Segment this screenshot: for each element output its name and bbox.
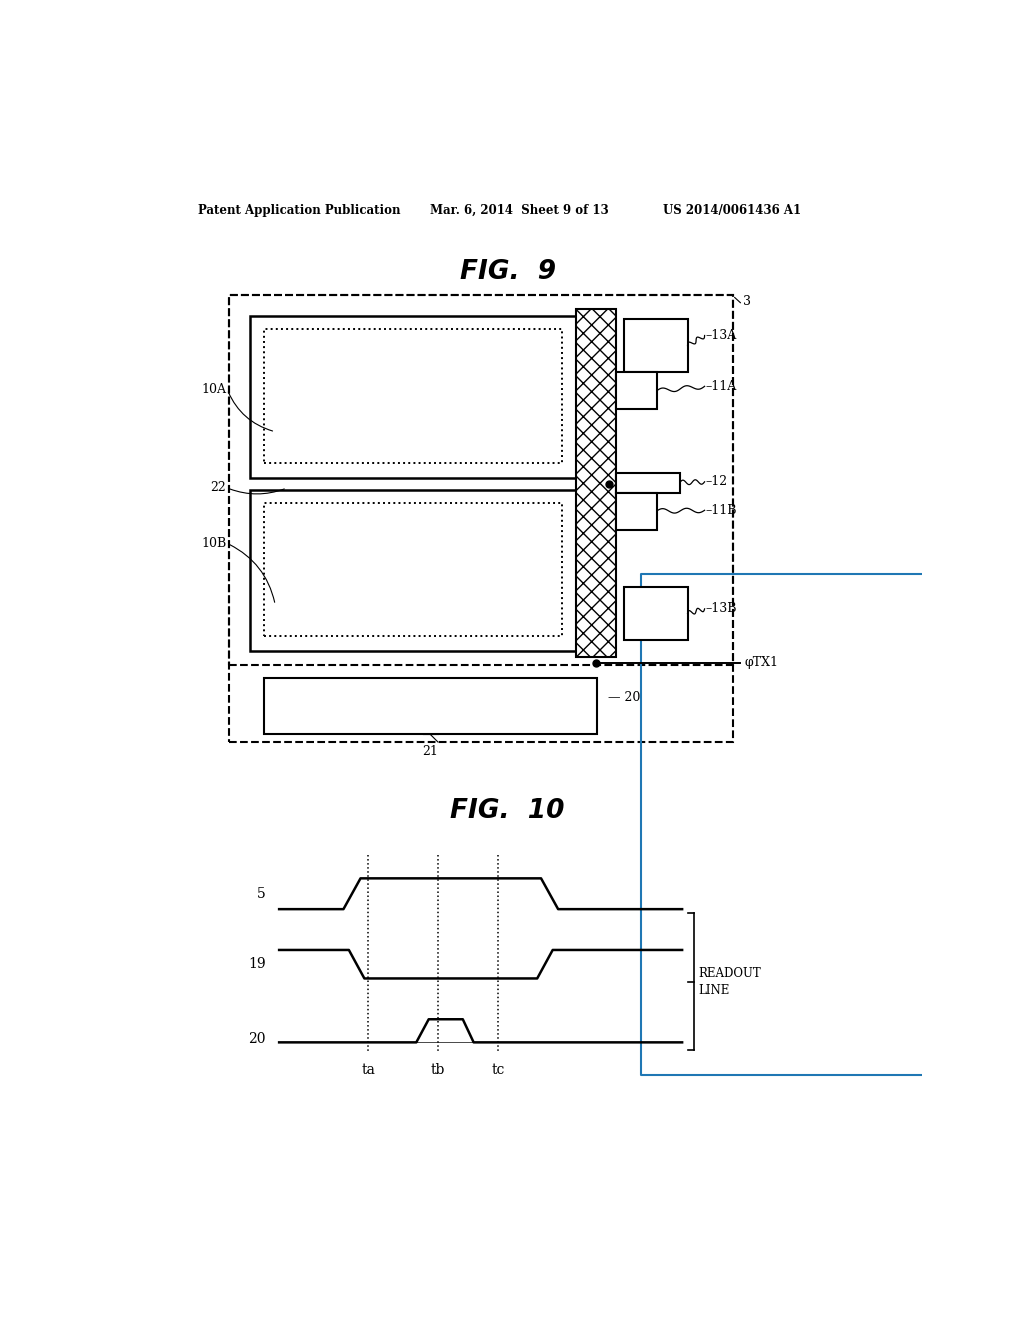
Bar bbox=[616, 473, 680, 492]
Bar bbox=[251, 317, 575, 478]
Text: ta: ta bbox=[361, 1063, 375, 1077]
Bar bbox=[624, 586, 687, 640]
Bar bbox=[616, 372, 656, 409]
Text: READOUT
LINE: READOUT LINE bbox=[698, 966, 761, 997]
Text: — 20: — 20 bbox=[608, 690, 641, 704]
Text: 3: 3 bbox=[742, 296, 751, 308]
Bar bbox=[575, 309, 616, 656]
Text: Patent Application Publication: Patent Application Publication bbox=[198, 205, 400, 218]
Bar bbox=[263, 678, 597, 734]
Bar bbox=[616, 492, 656, 529]
Text: 20: 20 bbox=[249, 1031, 266, 1045]
Bar bbox=[624, 318, 687, 372]
Text: –11B: –11B bbox=[706, 504, 737, 517]
Text: –12: –12 bbox=[706, 475, 727, 488]
Text: FIG.  10: FIG. 10 bbox=[451, 799, 565, 825]
Text: 22: 22 bbox=[211, 482, 226, 495]
Bar bbox=[228, 296, 732, 742]
Text: tb: tb bbox=[431, 1063, 445, 1077]
Text: tc: tc bbox=[492, 1063, 505, 1077]
Text: 10A: 10A bbox=[202, 383, 226, 396]
Text: 10B: 10B bbox=[201, 537, 226, 550]
Bar bbox=[263, 330, 562, 462]
Text: US 2014/0061436 A1: US 2014/0061436 A1 bbox=[663, 205, 801, 218]
Text: –13B: –13B bbox=[706, 602, 737, 615]
Bar bbox=[251, 490, 575, 651]
Text: Mar. 6, 2014  Sheet 9 of 13: Mar. 6, 2014 Sheet 9 of 13 bbox=[430, 205, 609, 218]
Text: –13A: –13A bbox=[706, 329, 736, 342]
Text: φTX1: φTX1 bbox=[744, 656, 778, 669]
Text: FIG.  9: FIG. 9 bbox=[460, 259, 556, 285]
Bar bbox=[228, 296, 732, 665]
Text: 21: 21 bbox=[422, 744, 438, 758]
Bar bbox=[263, 503, 562, 636]
Text: 19: 19 bbox=[249, 957, 266, 970]
Text: 5: 5 bbox=[257, 887, 266, 900]
Text: –11A: –11A bbox=[706, 380, 736, 393]
